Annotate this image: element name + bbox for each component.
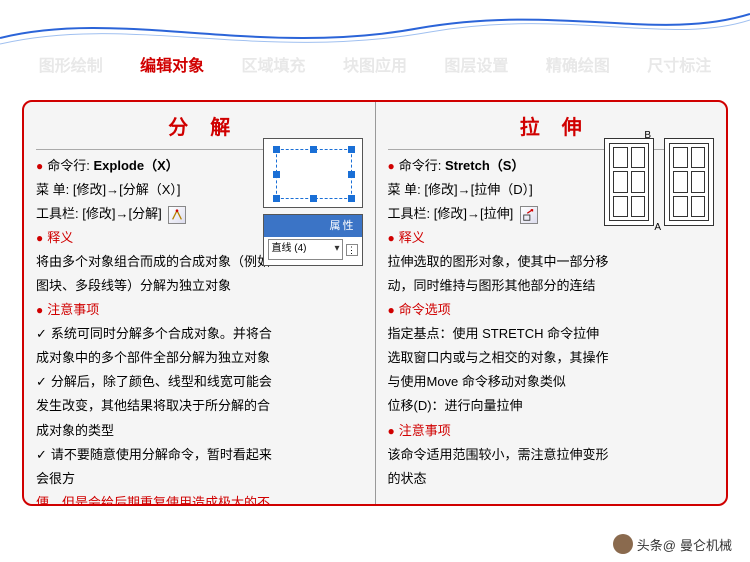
decor-wave [0, 0, 750, 60]
avatar-icon [613, 534, 633, 554]
top-nav: 图形绘制 编辑对象 区域填充 块图应用 图层设置 精确绘图 尺寸标注 [0, 52, 750, 76]
door-illustration-b [664, 138, 714, 226]
nav-item-3[interactable]: 块图应用 [343, 52, 407, 76]
nav-item-2[interactable]: 区域填充 [242, 52, 306, 76]
panel-body-left: ●命令行: Explode（X） 菜 单: [修改]→[分解（X）] 工具栏: … [36, 154, 274, 504]
panel-stretch: 拉伸 ●命令行: Stretch（S） 菜 单: [修改]→[拉伸（D）] 工具… [376, 102, 727, 504]
nav-item-1[interactable]: 编辑对象 [140, 52, 204, 76]
panel-container: 分解 ●命令行: Explode（X） 菜 单: [修改]→[分解（X）] 工具… [22, 100, 728, 506]
nav-item-6[interactable]: 尺寸标注 [647, 52, 711, 76]
prop-dropdown: 直线 (4) [268, 239, 343, 260]
footer-prefix: 头条@ [637, 535, 676, 554]
selection-illustration [263, 138, 363, 208]
nav-item-0[interactable]: 图形绘制 [39, 52, 103, 76]
door-illustration-a: B A [604, 138, 654, 226]
footer-credit: 头条@曼仑机械 [613, 534, 732, 554]
panel-body-right: ●命令行: Stretch（S） 菜 单: [修改]→[拉伸（D）] 工具栏: … [388, 154, 610, 491]
properties-panel-illustration: 属性 直线 (4) ⋮ [263, 214, 363, 266]
stretch-toolbar-icon [520, 206, 538, 224]
explode-toolbar-icon [168, 206, 186, 224]
prop-title: 属性 [264, 215, 362, 237]
nav-item-5[interactable]: 精确绘图 [546, 52, 610, 76]
panel-explode: 分解 ●命令行: Explode（X） 菜 单: [修改]→[分解（X）] 工具… [24, 102, 376, 504]
nav-item-4[interactable]: 图层设置 [444, 52, 508, 76]
footer-name: 曼仑机械 [680, 535, 732, 554]
